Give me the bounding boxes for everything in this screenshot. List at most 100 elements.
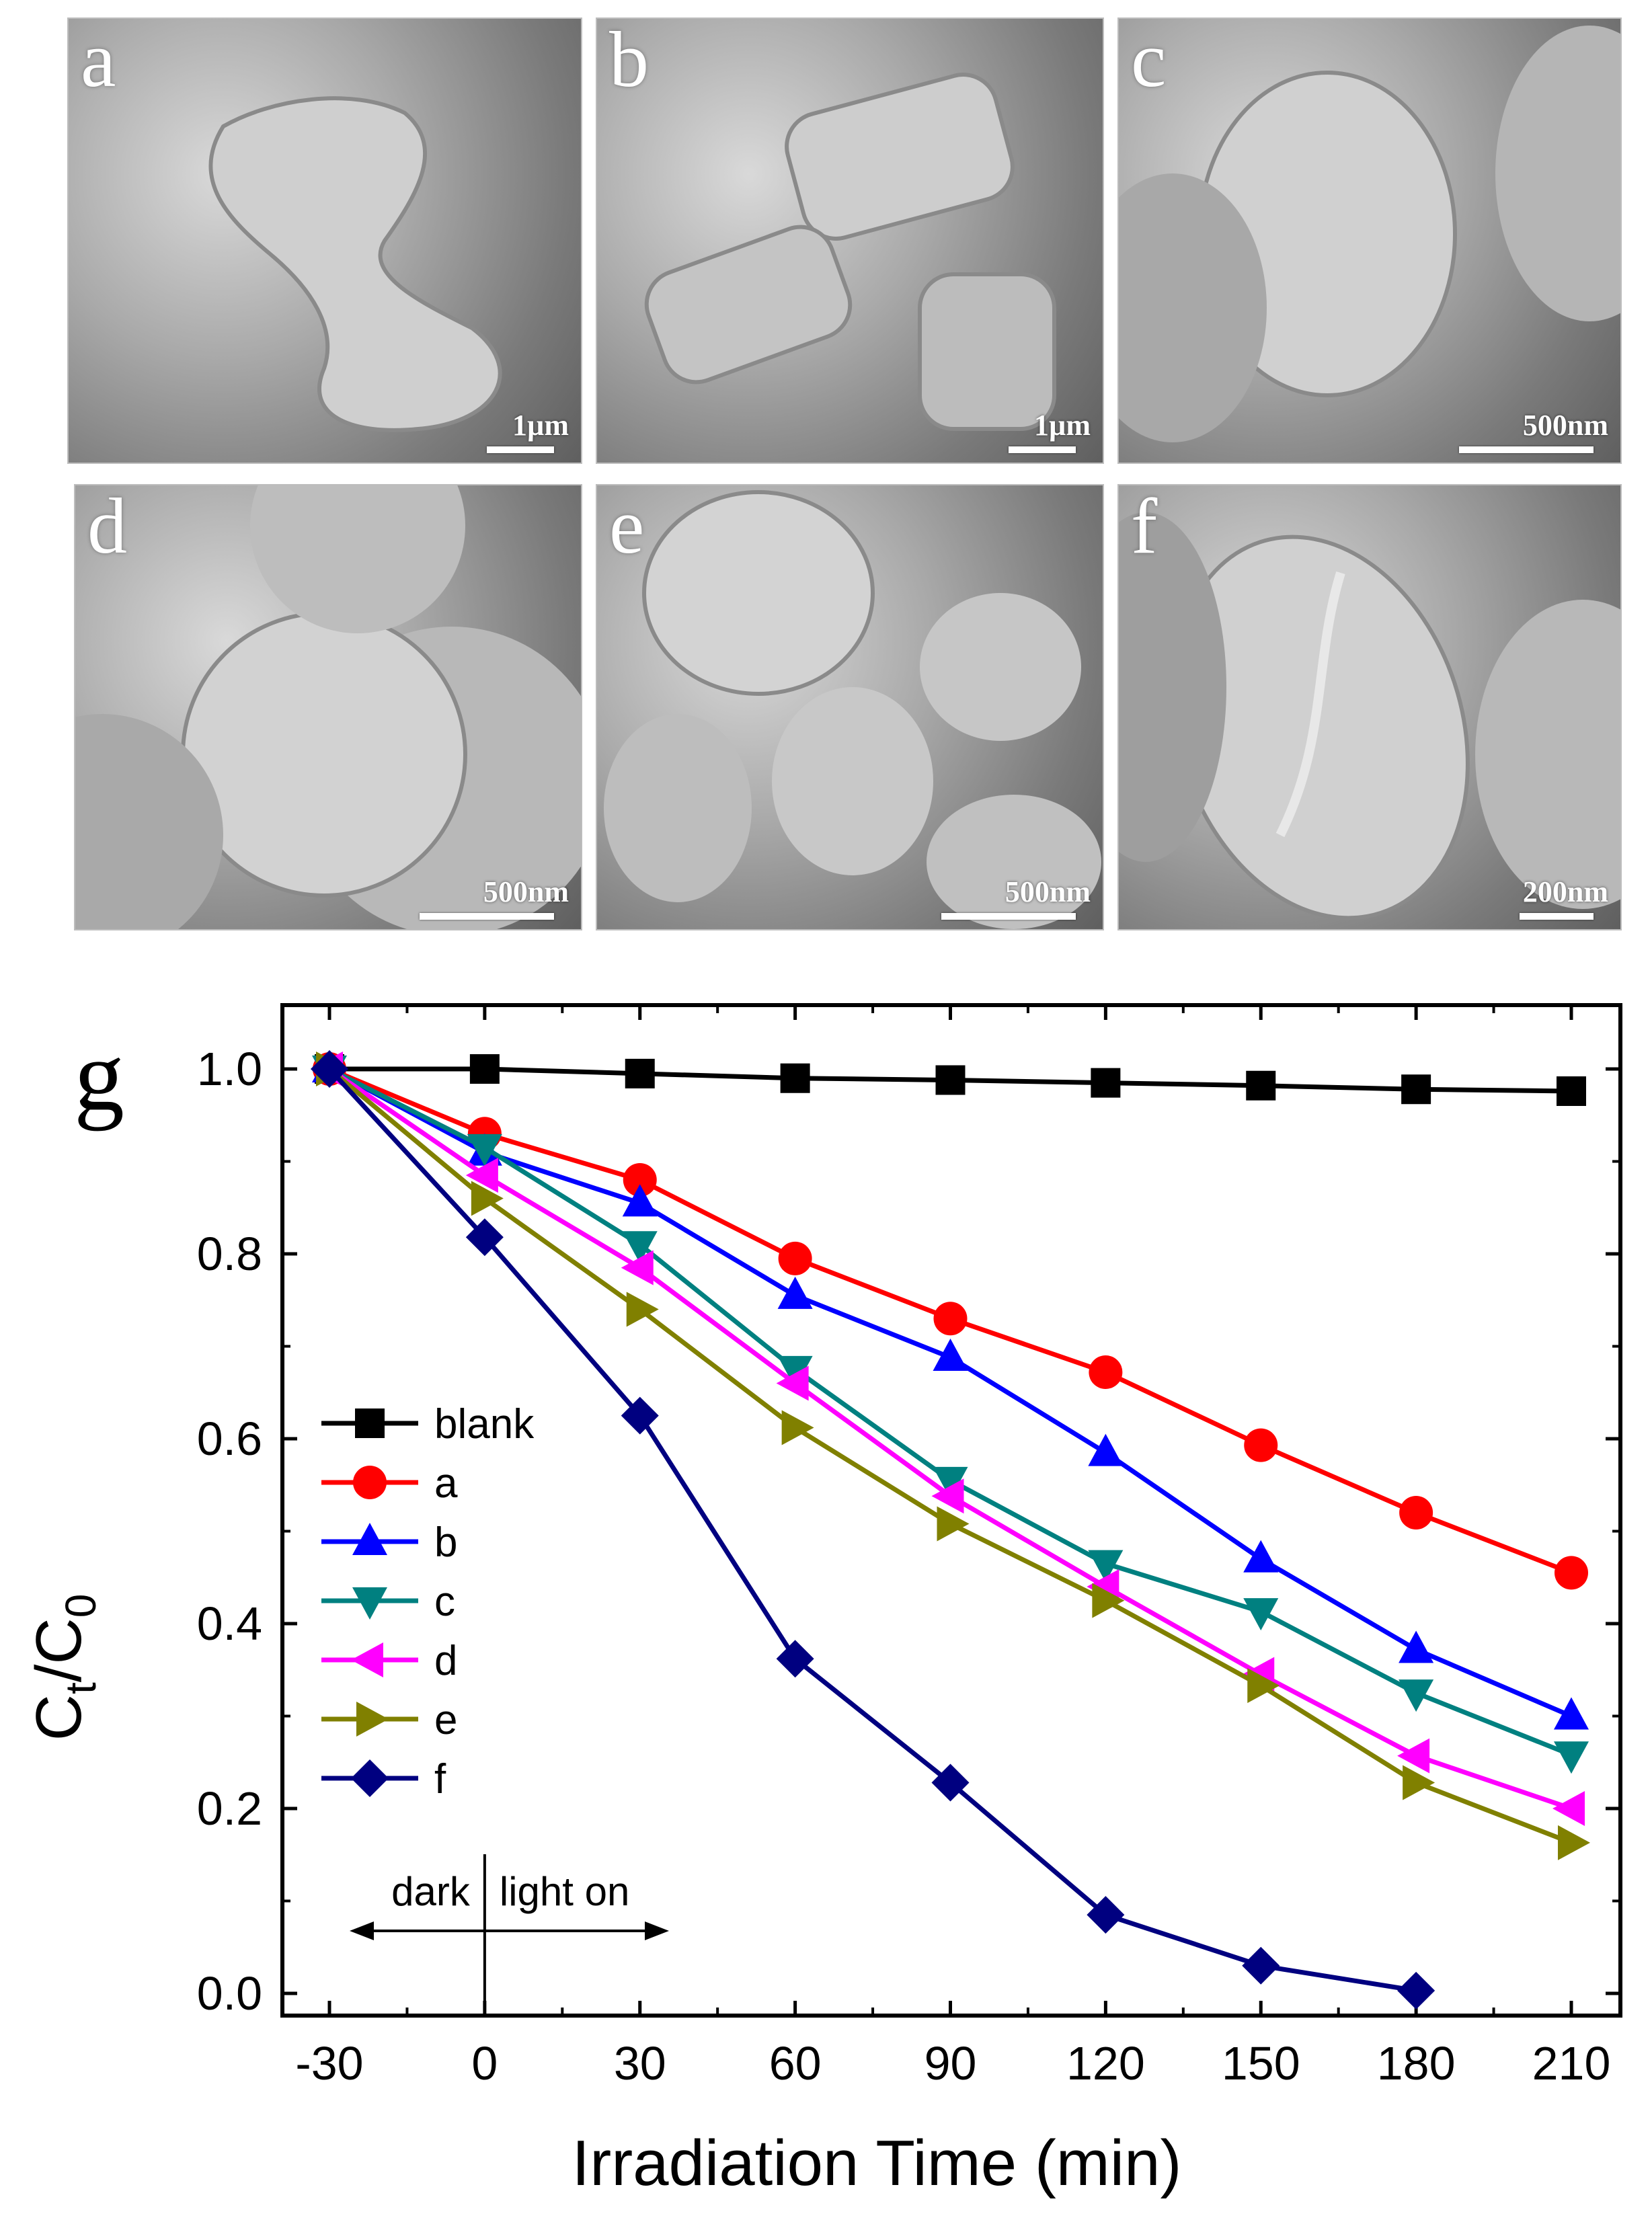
legend-label-f: f bbox=[434, 1756, 446, 1802]
data-point-e bbox=[471, 1181, 504, 1216]
data-point-b bbox=[622, 1184, 658, 1217]
data-point-d bbox=[1552, 1791, 1585, 1826]
y-axis-label: Ct/C0 bbox=[23, 1594, 105, 1741]
series-line-e bbox=[327, 1067, 1573, 1845]
data-point-b bbox=[1088, 1433, 1124, 1466]
sem-image-e bbox=[604, 490, 1101, 929]
x-tick-label: 90 bbox=[925, 2037, 977, 2090]
data-point-f bbox=[776, 1640, 814, 1678]
data-point-blank bbox=[1091, 1068, 1121, 1098]
data-point-d bbox=[931, 1478, 964, 1514]
legend-marker-e bbox=[356, 1702, 389, 1737]
data-point-b bbox=[777, 1276, 813, 1309]
data-point-e bbox=[1092, 1583, 1125, 1618]
data-point-f bbox=[1242, 1946, 1280, 1985]
sem-image-f bbox=[1119, 512, 1620, 920]
scale-bar-e bbox=[941, 913, 1076, 920]
y-axis-label-sub-0: 0 bbox=[56, 1594, 105, 1618]
data-point-a bbox=[1399, 1496, 1433, 1530]
x-axis-label: Irradiation Time (min) bbox=[572, 2127, 1182, 2199]
legend-marker-f bbox=[351, 1759, 389, 1797]
scale-label-c: 500nm bbox=[1522, 409, 1608, 442]
data-point-c bbox=[622, 1231, 658, 1264]
y-axis-label-c: C bbox=[23, 1694, 95, 1741]
y-axis-label-sub-t: t bbox=[56, 1682, 105, 1694]
x-tick-label: 150 bbox=[1222, 2037, 1300, 2090]
data-point-a bbox=[1555, 1556, 1588, 1590]
data-point-c bbox=[1554, 1741, 1589, 1774]
data-point-blank bbox=[625, 1058, 655, 1088]
y-axis-label-slash-c: /C bbox=[23, 1618, 95, 1682]
legend-label-d: d bbox=[434, 1638, 457, 1684]
y-tick-label: 0.2 bbox=[197, 1782, 262, 1835]
annotation-arrow-right bbox=[645, 1921, 669, 1940]
data-point-b bbox=[1554, 1697, 1589, 1730]
data-point-f bbox=[931, 1763, 970, 1802]
chart-panel-letter: g bbox=[74, 1020, 124, 1131]
sem-image-b bbox=[644, 73, 1056, 431]
data-point-e bbox=[1247, 1668, 1280, 1704]
data-point-c bbox=[467, 1134, 502, 1166]
series-line-f bbox=[327, 1067, 1417, 1993]
legend-label-blank: blank bbox=[434, 1401, 535, 1447]
scale-bar-b bbox=[1009, 446, 1076, 453]
scale-label-f: 200nm bbox=[1522, 875, 1608, 908]
sem-image-d bbox=[75, 485, 581, 929]
sem-panel-d: d 500nm bbox=[74, 484, 582, 930]
y-tick-label: 1.0 bbox=[197, 1043, 262, 1095]
series-f bbox=[311, 1050, 1435, 2010]
annotation-arrow-left bbox=[350, 1921, 374, 1940]
scale-label-b: 1µm bbox=[1033, 409, 1091, 442]
dark-light-annotation: dark light on bbox=[350, 1854, 669, 2016]
panel-letter-c: c bbox=[1131, 17, 1167, 104]
data-point-blank bbox=[469, 1054, 500, 1084]
data-point-blank bbox=[935, 1065, 966, 1095]
data-point-f bbox=[465, 1218, 504, 1257]
data-point-c bbox=[777, 1355, 813, 1388]
data-point-b bbox=[1243, 1540, 1279, 1573]
series-b bbox=[312, 1050, 1589, 1730]
x-tick-label: 60 bbox=[769, 2037, 822, 2090]
data-point-c bbox=[1243, 1598, 1279, 1631]
panel-letter-f: f bbox=[1131, 484, 1158, 570]
sem-image-a bbox=[208, 96, 502, 432]
data-point-e bbox=[937, 1506, 970, 1542]
data-point-c bbox=[1399, 1679, 1434, 1712]
data-point-f bbox=[1087, 1896, 1125, 1934]
y-tick-label: 0.6 bbox=[197, 1413, 262, 1465]
data-point-blank bbox=[780, 1063, 810, 1093]
data-point-f bbox=[1397, 1971, 1435, 2010]
legend-label-e: e bbox=[434, 1697, 457, 1743]
legend-label-a: a bbox=[434, 1460, 458, 1507]
scale-bar-d bbox=[420, 913, 554, 920]
data-point-c bbox=[1088, 1550, 1124, 1583]
annotation-light-on: light on bbox=[500, 1869, 629, 1914]
legend-label-b: b bbox=[434, 1519, 457, 1566]
legend-marker-a bbox=[353, 1466, 387, 1499]
sem-panel-a: a 1µm bbox=[67, 17, 582, 464]
x-tick-label: 30 bbox=[614, 2037, 666, 2090]
y-tick-label: 0.0 bbox=[197, 1967, 262, 2020]
data-point-d bbox=[621, 1250, 654, 1285]
panel-letter-b: b bbox=[609, 17, 649, 104]
series-blank bbox=[315, 1054, 1586, 1106]
data-point-a bbox=[623, 1163, 657, 1197]
data-point-d bbox=[1397, 1738, 1430, 1774]
data-point-a bbox=[933, 1302, 968, 1336]
scale-label-a: 1µm bbox=[512, 409, 569, 442]
sem-panel-c: c 500nm bbox=[1117, 17, 1622, 464]
legend-label-c: c bbox=[434, 1579, 455, 1625]
data-point-b bbox=[933, 1339, 968, 1371]
series-e bbox=[316, 1051, 1590, 1860]
x-tick-label: 180 bbox=[1377, 2037, 1456, 2090]
x-tick-label: 0 bbox=[471, 2037, 498, 2090]
panel-letter-a: a bbox=[81, 17, 116, 104]
scale-bar-c bbox=[1459, 446, 1594, 453]
y-tick-label: 0.4 bbox=[197, 1597, 262, 1650]
x-tick-label: 120 bbox=[1066, 2037, 1145, 2090]
data-point-f bbox=[311, 1050, 348, 1088]
sem-panel-f: f 200nm bbox=[1117, 484, 1622, 930]
data-point-e bbox=[1403, 1765, 1435, 1800]
panel-letter-e: e bbox=[609, 484, 645, 570]
